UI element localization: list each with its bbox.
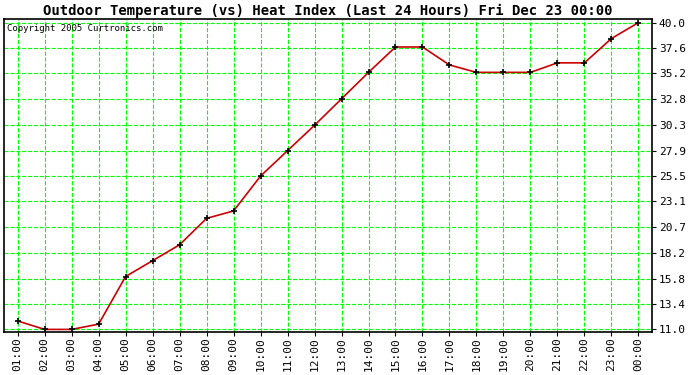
- Title: Outdoor Temperature (vs) Heat Index (Last 24 Hours) Fri Dec 23 00:00: Outdoor Temperature (vs) Heat Index (Las…: [43, 4, 613, 18]
- Text: Copyright 2005 Curtronics.com: Copyright 2005 Curtronics.com: [8, 24, 164, 33]
